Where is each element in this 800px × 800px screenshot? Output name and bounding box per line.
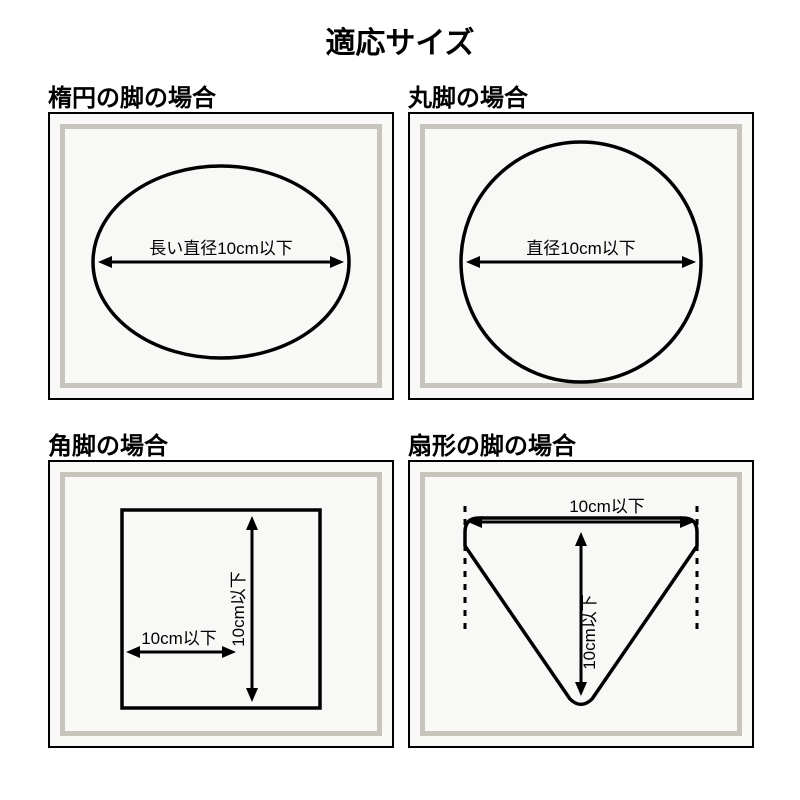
panel-square: 角脚の場合 10cm以下 10cm以下: [48, 426, 394, 756]
page-title: 適応サイズ: [0, 18, 800, 62]
svg-text:10cm以下: 10cm以下: [229, 571, 248, 647]
panel-ellipse: 楕円の脚の場合長い直径10cm以下: [48, 78, 394, 408]
svg-text:10cm以下: 10cm以下: [141, 629, 217, 648]
diagram-circle: 直径10cm以下: [408, 112, 754, 400]
diagram-square: 10cm以下 10cm以下: [48, 460, 394, 748]
svg-text:長い直径10cm以下: 長い直径10cm以下: [149, 239, 293, 258]
panel-title-circle: 丸脚の場合: [408, 78, 528, 113]
diagram-ellipse: 長い直径10cm以下: [48, 112, 394, 400]
diagram-fan: 10cm以下 10cm以下: [408, 460, 754, 748]
panel-title-ellipse: 楕円の脚の場合: [48, 78, 216, 113]
panel-fan: 扇形の脚の場合 10cm以下 10cm以下: [408, 426, 754, 756]
svg-text:10cm以下: 10cm以下: [569, 497, 645, 516]
svg-text:直径10cm以下: 直径10cm以下: [526, 239, 636, 258]
svg-text:10cm以下: 10cm以下: [580, 594, 599, 670]
panel-circle: 丸脚の場合直径10cm以下: [408, 78, 754, 408]
panel-title-fan: 扇形の脚の場合: [408, 426, 576, 461]
page: { "page": { "width": 800, "height": 800,…: [0, 0, 800, 800]
panel-title-square: 角脚の場合: [48, 426, 168, 461]
